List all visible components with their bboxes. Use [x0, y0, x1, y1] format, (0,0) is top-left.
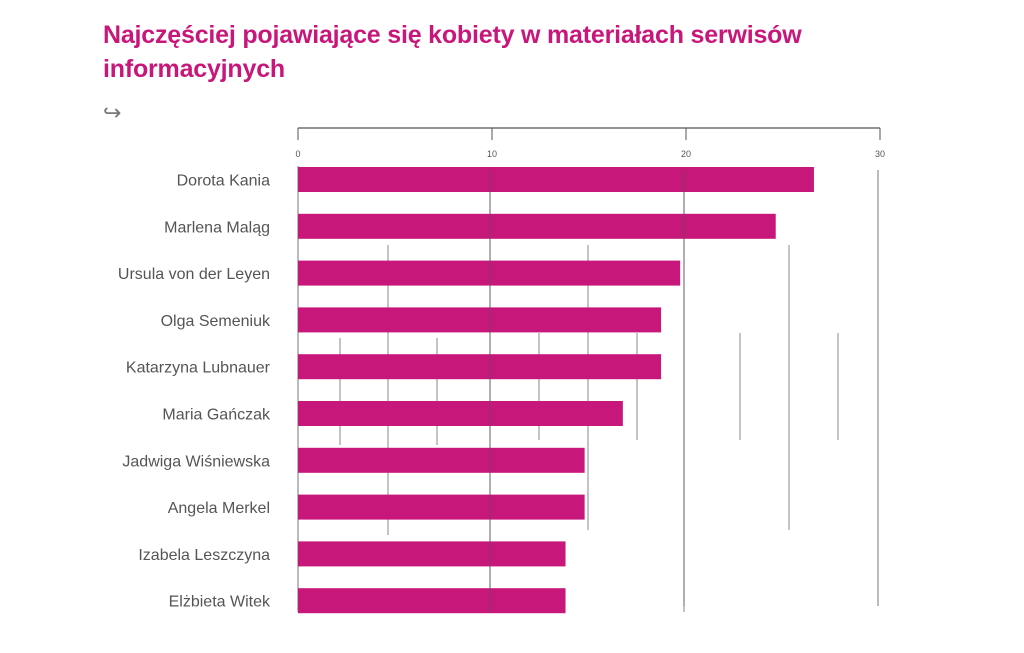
- category-label: Angela Merkel: [168, 500, 270, 517]
- bar: [298, 307, 662, 333]
- x-tick-label: 20: [681, 149, 691, 159]
- x-tick-label: 10: [487, 149, 497, 159]
- category-label: Dorota Kania: [177, 173, 270, 190]
- chart-title: Najczęściej pojawiające się kobiety w ma…: [103, 21, 802, 83]
- bar: [298, 401, 623, 426]
- category-label: Katarzyna Lubnauer: [126, 360, 271, 377]
- bar: [298, 588, 566, 614]
- bar: [298, 167, 814, 192]
- x-tick-label: 30: [875, 149, 885, 159]
- x-tick-label: 0: [295, 149, 300, 159]
- bar: [298, 354, 662, 380]
- category-label: Maria Gańczak: [162, 407, 271, 424]
- bar: [298, 260, 681, 286]
- category-label: Ursula von der Leyen: [118, 266, 270, 283]
- hook-arrow-icon: ↪: [103, 100, 122, 125]
- bar: [298, 213, 776, 239]
- bar: [298, 494, 585, 520]
- bar: [298, 447, 585, 473]
- category-label: Izabela Leszczyna: [138, 547, 270, 564]
- bar: [298, 541, 566, 567]
- category-label: Marlena Maląg: [164, 219, 270, 236]
- category-label: Elżbieta Witek: [169, 594, 271, 611]
- category-label: Jadwiga Wiśniewska: [122, 453, 270, 470]
- category-label: Olga Semeniuk: [161, 313, 271, 330]
